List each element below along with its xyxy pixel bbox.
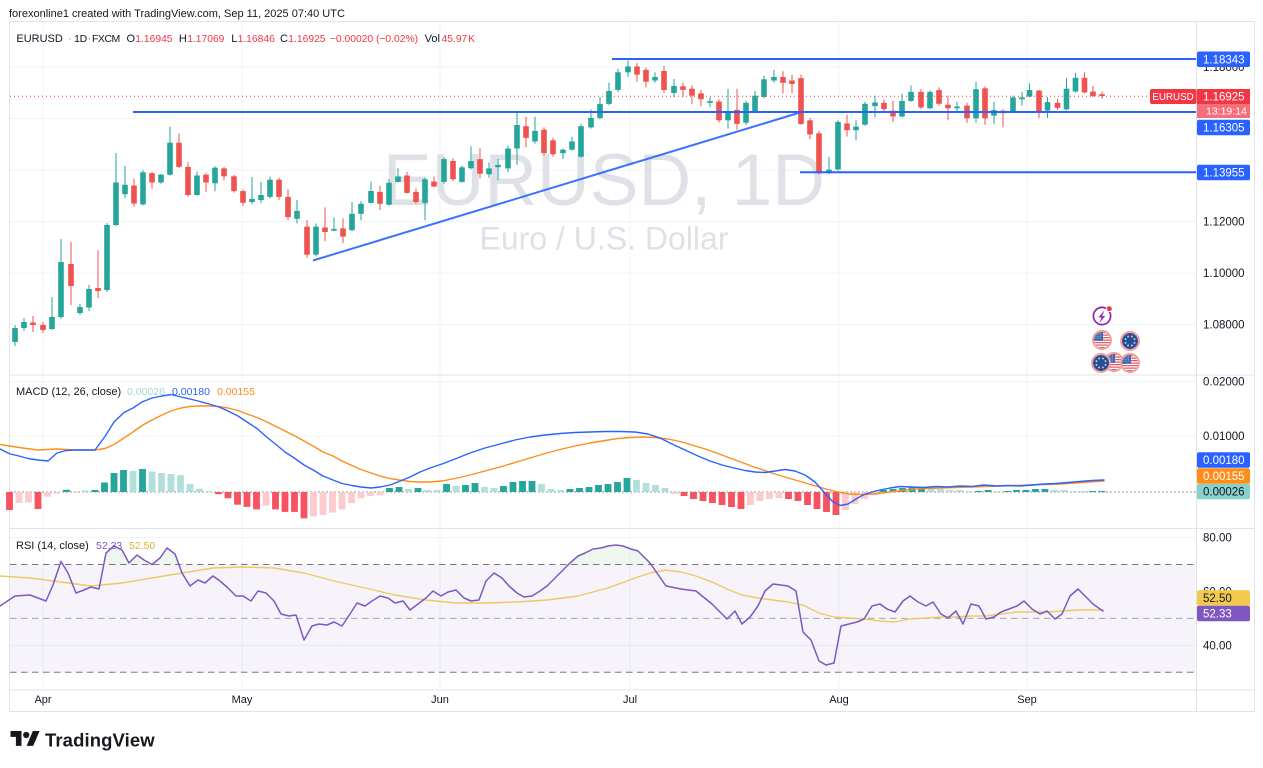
svg-text:L: L [231,33,237,45]
svg-text:·: · [68,33,72,45]
svg-text:1.10000: 1.10000 [1203,268,1245,280]
svg-text:FXCM: FXCM [92,33,120,45]
svg-text:0.00155: 0.00155 [217,386,255,398]
svg-text:1.08000: 1.08000 [1203,320,1245,332]
svg-text:1.16925: 1.16925 [1203,92,1245,104]
svg-text:0.02000: 0.02000 [1203,377,1245,389]
svg-text:0.00026: 0.00026 [127,386,165,398]
svg-text:52.33: 52.33 [1203,609,1232,621]
svg-text:13:19:14: 13:19:14 [1206,106,1247,118]
svg-text:1.12000: 1.12000 [1203,217,1245,229]
svg-text:May: May [232,694,253,706]
svg-text:Jul: Jul [623,694,637,706]
svg-text:·: · [88,33,92,45]
svg-text:1.17069: 1.17069 [187,34,224,45]
svg-text:1.16305: 1.16305 [1203,123,1245,135]
svg-text:EURUSD: EURUSD [16,33,63,45]
svg-text:1.13955: 1.13955 [1203,168,1245,180]
svg-text:1D: 1D [74,33,88,45]
svg-text:0.00155: 0.00155 [1203,471,1245,483]
svg-text:MACD (12, 26, close): MACD (12, 26, close) [16,386,121,398]
svg-text:EURUSD, 1D: EURUSD, 1D [383,140,825,221]
svg-text:52.50: 52.50 [129,540,155,552]
svg-text:O: O [127,33,136,45]
svg-text:forexonline1 created with Trad: forexonline1 created with TradingView.co… [9,8,345,20]
svg-text:45.97 K: 45.97 K [442,34,476,45]
svg-text:0.00180: 0.00180 [172,386,210,398]
svg-text:1.16925: 1.16925 [288,34,325,45]
svg-text:1.18343: 1.18343 [1203,54,1245,66]
svg-text:Aug: Aug [829,694,849,706]
svg-text:TradingView: TradingView [45,730,155,751]
svg-text:H: H [179,33,187,45]
svg-text:0.01000: 0.01000 [1203,431,1245,443]
svg-text:0.00180: 0.00180 [1203,455,1245,467]
svg-text:52.50: 52.50 [1203,593,1232,605]
svg-text:Sep: Sep [1017,694,1037,706]
svg-text:Apr: Apr [34,694,51,706]
svg-text:RSI (14, close): RSI (14, close) [16,540,89,552]
svg-text:40.00: 40.00 [1203,640,1232,652]
svg-text:52.33: 52.33 [96,540,122,552]
svg-text:80.00: 80.00 [1203,533,1232,545]
svg-text:C: C [280,33,288,45]
svg-text:Vol: Vol [425,33,440,45]
svg-text:0.00026: 0.00026 [1203,487,1245,499]
svg-text:Jun: Jun [431,694,449,706]
svg-text:1.16846: 1.16846 [238,34,275,45]
svg-text:Euro / U.S. Dollar: Euro / U.S. Dollar [480,221,729,257]
svg-text:EURUSD: EURUSD [1152,92,1193,103]
svg-text:−0.00020 (−0.02%): −0.00020 (−0.02%) [330,34,418,45]
svg-text:1.16945: 1.16945 [135,34,172,45]
